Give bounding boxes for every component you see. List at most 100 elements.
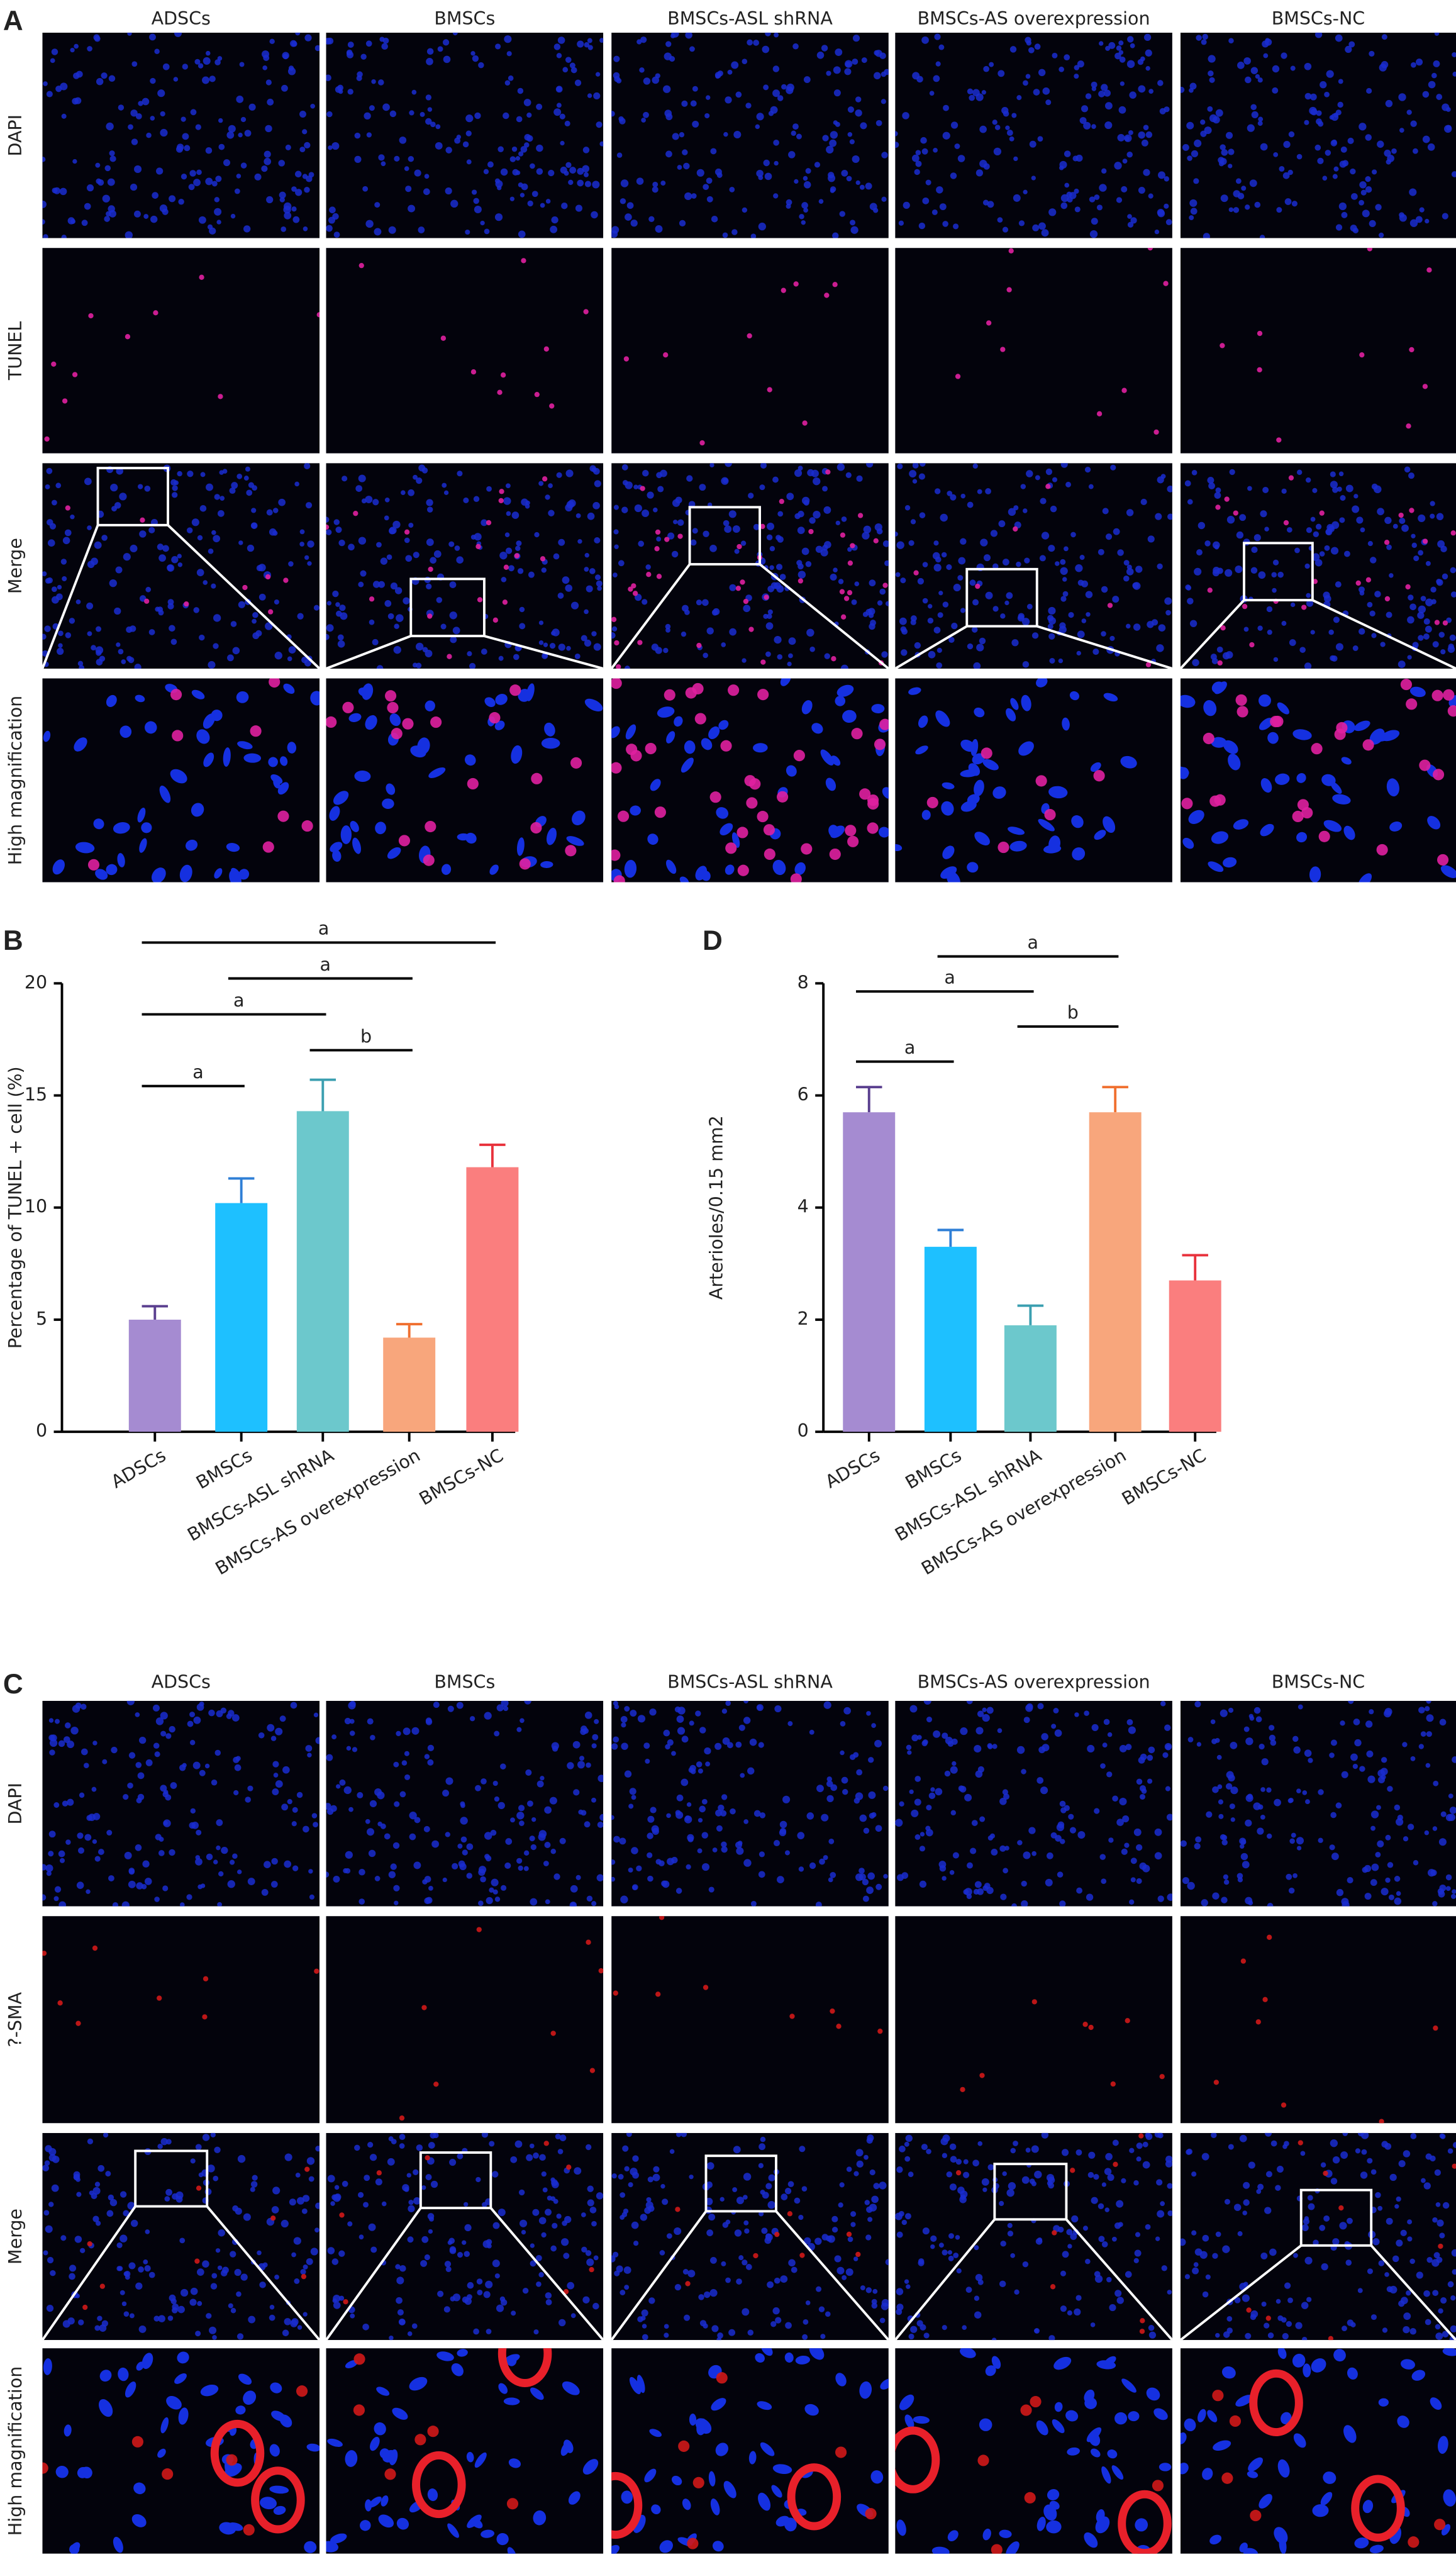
nucleus — [950, 172, 957, 179]
nucleus — [179, 2237, 186, 2244]
nucleus — [52, 187, 58, 194]
nucleus — [922, 2227, 930, 2235]
nucleus — [626, 2132, 632, 2137]
nucleus — [54, 1886, 62, 1893]
nucleus — [777, 511, 784, 517]
nucleus — [519, 623, 526, 630]
nucleus — [1302, 2336, 1308, 2341]
nucleus — [1253, 1707, 1261, 1714]
nucleus — [330, 842, 343, 852]
nucleus — [831, 2226, 838, 2233]
nucleus — [128, 2262, 136, 2270]
nucleus — [199, 1702, 204, 1707]
nucleus — [1309, 866, 1321, 883]
micrograph — [42, 2132, 320, 2341]
stain — [913, 570, 919, 576]
nucleus — [1292, 1873, 1298, 1878]
nucleus — [677, 1727, 686, 1735]
nucleus — [1249, 179, 1257, 187]
nucleus — [1271, 572, 1277, 577]
nucleus — [484, 1854, 490, 1859]
nucleus — [1118, 50, 1124, 55]
nucleus — [531, 191, 538, 198]
nucleus — [1243, 2199, 1250, 2206]
nucleus — [372, 638, 379, 645]
nucleus — [938, 44, 945, 50]
stain — [716, 2372, 728, 2384]
nucleus — [221, 1846, 228, 1854]
nucleus — [306, 2258, 313, 2265]
nucleus — [689, 1720, 694, 1726]
nucleus — [685, 32, 692, 39]
stain — [1438, 2243, 1443, 2249]
nucleus — [666, 1813, 671, 1819]
nucleus — [199, 1769, 206, 1776]
nucleus — [1209, 2534, 1222, 2544]
y-tick-label: 8 — [797, 972, 809, 993]
nucleus — [642, 509, 650, 517]
nucleus — [78, 2319, 84, 2326]
nucleus — [464, 2297, 472, 2305]
nucleus — [1060, 567, 1068, 575]
nucleus — [1379, 232, 1384, 238]
nucleus — [753, 743, 768, 753]
nucleus — [836, 463, 845, 471]
nucleus — [1331, 521, 1340, 529]
nucleus — [1110, 464, 1116, 471]
nucleus — [1401, 524, 1409, 532]
nucleus — [297, 2325, 303, 2330]
nucleus — [1446, 617, 1452, 623]
nucleus — [1439, 1719, 1447, 1726]
nucleus — [1321, 2263, 1328, 2271]
nucleus — [1324, 595, 1331, 603]
stain — [736, 543, 742, 550]
nucleus — [141, 822, 152, 833]
nucleus — [914, 1834, 921, 1840]
nucleus — [390, 582, 397, 590]
nucleus — [1365, 1720, 1373, 1728]
nucleus — [408, 2205, 415, 2212]
nucleus — [246, 489, 253, 496]
nucleus — [624, 1706, 630, 1712]
nucleus — [584, 181, 591, 187]
nucleus — [529, 2143, 535, 2149]
nucleus — [1119, 1797, 1127, 1806]
nucleus — [382, 103, 390, 111]
nucleus — [681, 2132, 687, 2137]
nucleus — [217, 1902, 222, 1907]
nucleus — [636, 2375, 645, 2393]
nucleus — [104, 165, 111, 172]
nucleus — [508, 75, 514, 81]
stain — [696, 642, 702, 649]
nucleus — [942, 782, 955, 789]
nucleus — [1234, 2297, 1241, 2304]
nucleus — [843, 1707, 851, 1715]
nucleus — [518, 1805, 525, 1812]
nucleus — [1340, 2151, 1348, 2159]
nucleus — [1450, 2295, 1456, 2301]
stain — [65, 505, 70, 511]
nucleus — [1407, 616, 1414, 624]
nucleus — [838, 2202, 843, 2208]
nucleus — [170, 638, 177, 645]
nucleus — [1411, 2370, 1426, 2381]
nucleus — [1119, 1745, 1127, 1752]
nucleus — [721, 1708, 728, 1714]
nucleus — [910, 615, 917, 622]
nucleus — [921, 36, 929, 44]
nucleus — [624, 2285, 630, 2290]
nucleus — [613, 72, 620, 79]
stain — [793, 750, 805, 762]
nucleus — [154, 1751, 160, 1758]
stain — [664, 537, 670, 542]
nucleus — [1189, 215, 1194, 221]
nucleus — [895, 572, 901, 577]
nucleus — [1010, 2253, 1015, 2258]
nucleus — [745, 2264, 752, 2270]
nucleus — [157, 2448, 166, 2458]
nucleus — [1136, 2156, 1142, 2162]
stain — [1096, 411, 1103, 416]
zoom-line — [895, 2219, 996, 2341]
stain — [470, 369, 477, 375]
nucleus — [1310, 516, 1316, 522]
